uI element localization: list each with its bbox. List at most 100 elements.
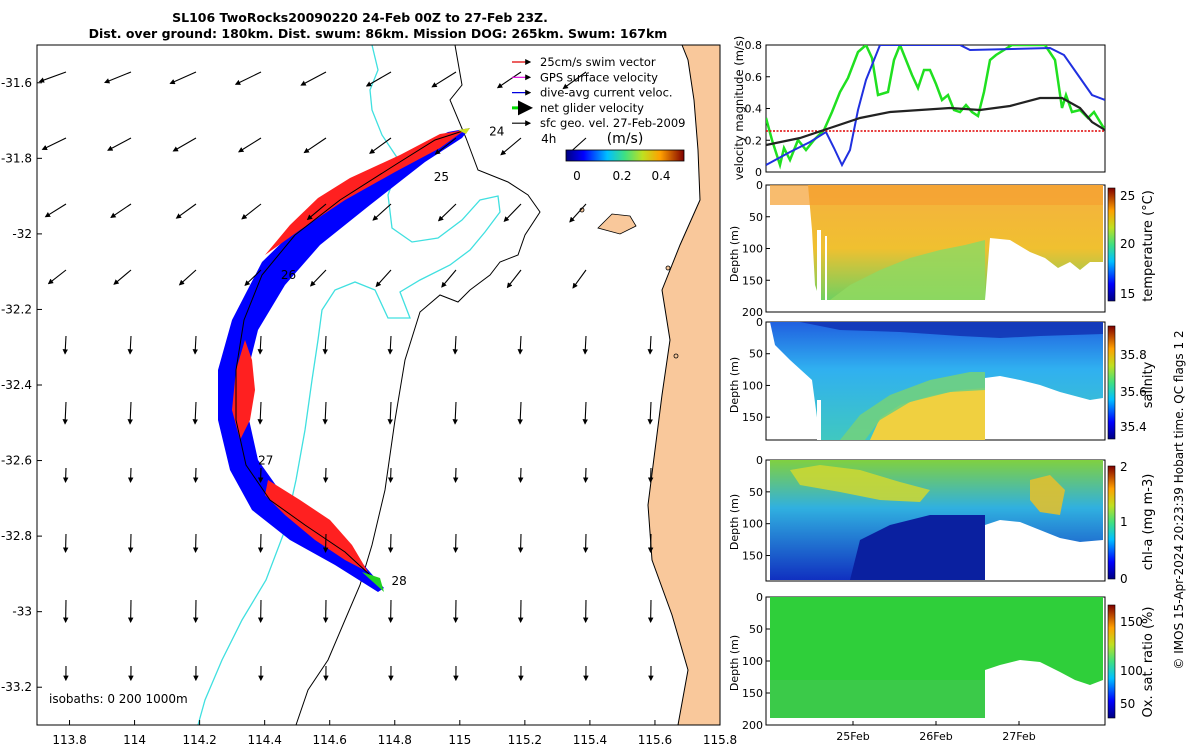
legend-label: 25cm/s swim vector xyxy=(540,55,656,69)
data-gap xyxy=(825,236,827,302)
legend-label: dive-avg current veloc. xyxy=(540,86,673,100)
chlorophyll-panel: 0 50 100 150 Depth (m) chl-a (mg m-3) 2 1 0 xyxy=(728,454,1156,586)
map-y-axis: -31.6 -31.8 -32 -32.2 -32.4 -32.6 -32.8 -33 -33.… xyxy=(1,76,42,694)
map-x-tick-label: 114.2 xyxy=(182,733,216,747)
depth-tick-label: 150 xyxy=(742,687,763,700)
oxygen-cblabel: Ox. sat. ratio (%) xyxy=(1141,607,1156,718)
depth-tick-label: 100 xyxy=(742,243,763,256)
map-x-tick-label: 114.6 xyxy=(313,733,347,747)
depth-tick-label: 100 xyxy=(742,518,763,531)
velocity-panel: 00.20.40.60.8 velocity magnitude (m/s) xyxy=(732,36,1105,181)
oxygen-colorbar xyxy=(1108,605,1115,718)
oxygen-cbtick: 150 xyxy=(1120,615,1143,629)
day-label: 4h xyxy=(541,132,556,146)
map-y-tick-label: -32.8 xyxy=(1,529,32,543)
map-y-tick-label: -33.2 xyxy=(1,680,32,694)
legend-label: net glider velocity xyxy=(540,101,644,115)
day-label: 27 xyxy=(258,453,273,467)
salinity-cbtick: 35.8 xyxy=(1120,348,1147,362)
salinity-ylabel: Depth (m) xyxy=(728,357,741,413)
chlorophyll-cbtick: 0 xyxy=(1120,572,1128,586)
island xyxy=(674,354,678,358)
map-y-tick-label: -31.6 xyxy=(1,76,32,90)
velocity-tick-label: 0.4 xyxy=(745,103,763,116)
temperature-cbtick: 20 xyxy=(1120,237,1135,251)
map-y-tick-label: -32.6 xyxy=(1,454,32,468)
chlorophyll-cbtick: 2 xyxy=(1120,460,1128,474)
colorbar-label: (m/s) xyxy=(607,131,644,147)
oxygen-ylabel: Depth (m) xyxy=(728,635,741,691)
depth-tick-label: 50 xyxy=(749,623,763,636)
depth-tick-label: 150 xyxy=(742,274,763,287)
depth-tick-label: 50 xyxy=(749,211,763,224)
oxygen-cbtick: 100 xyxy=(1120,664,1143,678)
temperature-ylabel: Depth (m) xyxy=(728,226,741,282)
temperature-colorbar xyxy=(1108,188,1115,301)
day-label: 28 xyxy=(392,574,407,588)
chlorophyll-cblabel: chl-a (mg m-3) xyxy=(1141,474,1156,571)
island xyxy=(666,266,670,270)
map-x-tick-label: 114.4 xyxy=(247,733,281,747)
velocity-tick-label: 0.2 xyxy=(745,134,763,147)
chlorophyll-ylabel: Depth (m) xyxy=(728,494,741,550)
map-y-tick-label: -32.4 xyxy=(1,378,32,392)
chlorophyll-cbtick: 1 xyxy=(1120,515,1128,529)
depth-tick-label: 0 xyxy=(756,179,763,192)
salinity-cbtick: 35.6 xyxy=(1120,385,1147,399)
legend-label: sfc geo. vel. 27-Feb-2009 xyxy=(540,116,686,130)
map-x-tick-label: 114.8 xyxy=(378,733,412,747)
map-y-tick-label: -32 xyxy=(12,227,32,241)
colorbar-bar xyxy=(566,150,684,161)
legend-label: GPS surface velocity xyxy=(540,70,658,84)
salinity-colorbar xyxy=(1108,326,1115,439)
map-x-tick-label: 115.8 xyxy=(703,733,737,747)
map-x-tick-label: 115.2 xyxy=(508,733,542,747)
day-label: 24 xyxy=(489,125,504,139)
depth-tick-label: 150 xyxy=(742,411,763,424)
depth-tick-label: 0 xyxy=(756,454,763,467)
map-x-tick-label: 113.8 xyxy=(52,733,86,747)
data-gap xyxy=(817,400,821,440)
temperature-cbtick: 15 xyxy=(1120,287,1135,301)
isobath-label: isobaths: 0 200 1000m xyxy=(49,692,188,706)
figure-title-line2: Dist. over ground: 180km. Dist. swum: 86… xyxy=(89,26,668,41)
temperature-cblabel: temperature (°C) xyxy=(1141,190,1156,302)
data-gap xyxy=(817,230,821,302)
map-x-tick-label: 115.6 xyxy=(638,733,672,747)
depth-tick-label: 100 xyxy=(742,655,763,668)
velocity-tick-label: 0 xyxy=(755,166,762,179)
colorbar-tick: 0.4 xyxy=(651,169,670,183)
depth-tick-label: 50 xyxy=(749,348,763,361)
depth-tick-label: 0 xyxy=(756,591,763,604)
depth-tick-label: 150 xyxy=(742,550,763,563)
day-label: 26 xyxy=(281,268,296,282)
temperature-warm-top xyxy=(770,185,1103,205)
velocity-tick-label: 0.6 xyxy=(745,71,763,84)
time-tick-label: 25Feb xyxy=(836,730,869,743)
map-y-tick-label: -32.2 xyxy=(1,302,32,316)
depth-tick-label: 100 xyxy=(742,379,763,392)
depth-tick-label: 0 xyxy=(756,316,763,329)
colorbar-tick: 0 xyxy=(573,169,581,183)
oxygen-cbtick: 50 xyxy=(1120,697,1135,711)
map-x-tick-label: 115.4 xyxy=(573,733,607,747)
figure-title-line1: SL106 TwoRocks20090220 24-Feb 00Z to 27-… xyxy=(172,10,548,25)
colorbar-tick: 0.2 xyxy=(612,169,631,183)
temperature-cbtick: 25 xyxy=(1120,189,1135,203)
velocity-tick-label: 0.8 xyxy=(745,39,763,52)
oxygen-deep-band xyxy=(770,680,985,718)
time-tick-label: 26Feb xyxy=(919,730,952,743)
depth-tick-label: 200 xyxy=(742,719,763,732)
depth-tick-label: 50 xyxy=(749,486,763,499)
map-y-tick-label: -33 xyxy=(12,605,32,619)
credit-text: © IMOS 15-Apr-2024 20:23:39 Hobart time.… xyxy=(1172,330,1186,669)
time-tick-label: 27Feb xyxy=(1002,730,1035,743)
map-y-tick-label: -31.8 xyxy=(1,151,32,165)
day-label: 25 xyxy=(434,170,449,184)
map-x-tick-label: 115 xyxy=(448,733,471,747)
oxygen-panel: 0 50 100 150 200 25Feb 26Feb 27Feb Depth (m) O… xyxy=(728,591,1156,743)
